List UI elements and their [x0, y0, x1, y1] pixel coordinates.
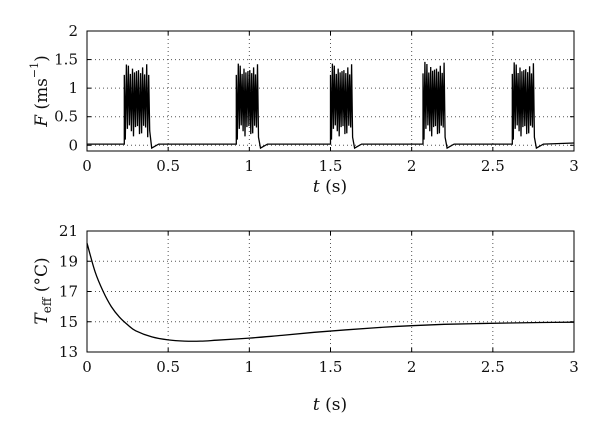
bottom-grid: [87, 231, 574, 352]
x-tick-label: 2.5: [481, 157, 505, 175]
top-ticks: 0 0.5 1 1.5 2 2.5 3 0 0.5 1 1.5 2: [54, 22, 579, 175]
y-tick-label: 1: [68, 79, 78, 97]
x-tick-label: 1: [245, 358, 255, 376]
x-tick-label: 2.5: [481, 358, 505, 376]
x-tick-label: 3: [569, 157, 579, 175]
x-tick-label: 0.5: [156, 358, 180, 376]
x-tick-label: 0: [82, 157, 92, 175]
y-tick-label: 1.5: [54, 51, 78, 69]
y-tick-label: 2: [68, 22, 78, 40]
temperature-series-line: [86, 242, 575, 342]
top-x-axis-label: t (s): [313, 177, 347, 197]
top-y-axis-label: F (ms−1): [28, 55, 52, 128]
top-panel: 0 0.5 1 1.5 2 2.5 3 0 0.5 1 1.5 2 F (ms−1) t (s): [28, 22, 579, 197]
x-tick-label: 0.5: [156, 157, 180, 175]
y-tick-label: 19: [59, 252, 78, 270]
top-y-axis-label-text: F (ms−1): [28, 55, 52, 128]
y-tick-label: 0: [68, 136, 78, 154]
bottom-x-axis-label: t (s): [313, 395, 347, 415]
x-tick-label: 1.5: [319, 358, 343, 376]
x-tick-label: 3: [569, 358, 579, 376]
y-tick-label: 13: [59, 343, 78, 361]
x-tick-label: 1: [245, 157, 255, 175]
x-tick-label: 0: [82, 358, 92, 376]
bottom-series: [86, 242, 575, 342]
y-tick-label: 17: [59, 283, 78, 301]
bottom-ticks: 0 0.5 1 1.5 2 2.5 3 13 15 17 19 21: [59, 222, 579, 376]
bottom-y-axis-label-text: Teff (°C): [32, 257, 54, 324]
bottom-panel: 0 0.5 1 1.5 2 2.5 3 13 15 17 19 21 Teff (°C) t (s): [32, 222, 579, 415]
y-tick-label: 15: [59, 313, 78, 331]
x-tick-label: 1.5: [319, 157, 343, 175]
x-tick-label: 2: [407, 358, 417, 376]
y-tick-label: 21: [59, 222, 78, 240]
x-tick-label: 2: [407, 157, 417, 175]
bottom-y-axis-label: Teff (°C): [32, 257, 54, 324]
y-tick-label: 0.5: [54, 108, 78, 126]
force-series-line: [87, 61, 575, 150]
top-series: [87, 61, 575, 150]
